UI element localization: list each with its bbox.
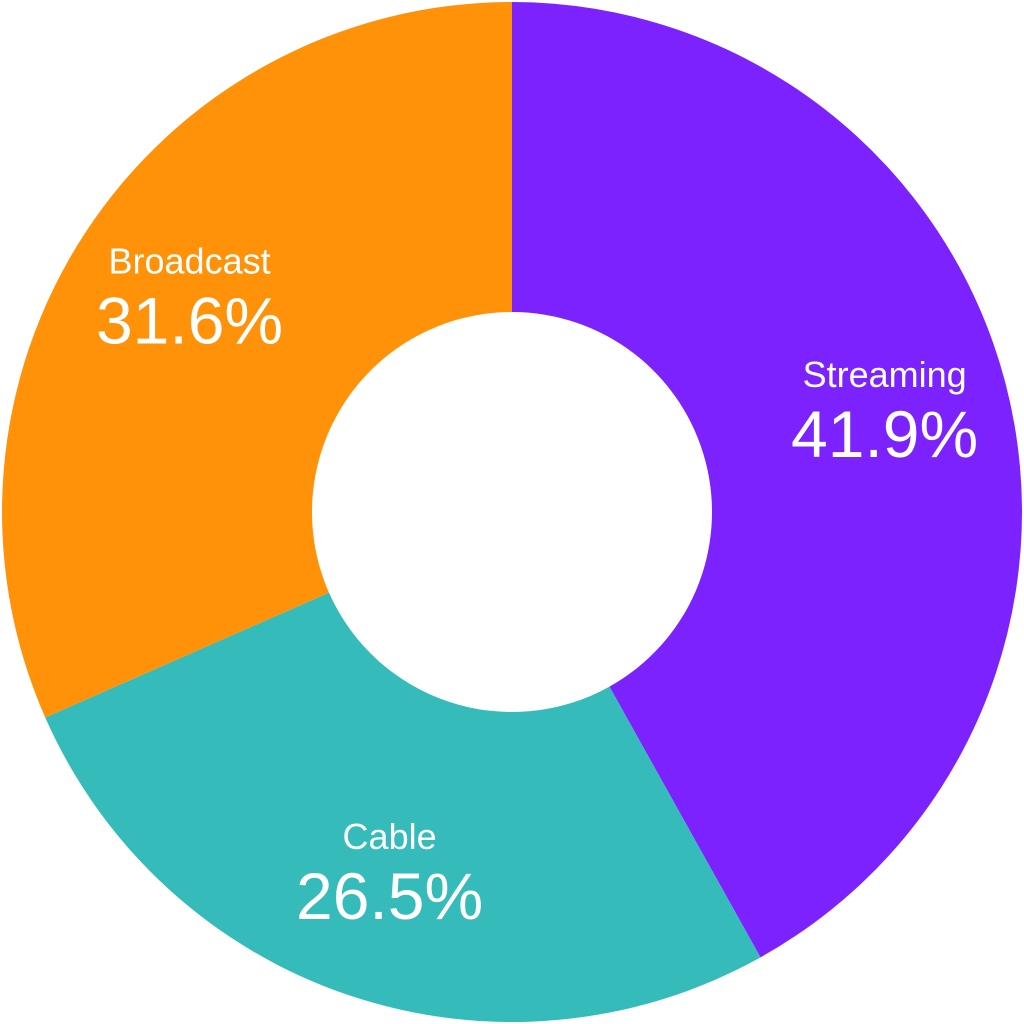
slice-cable xyxy=(45,592,761,1022)
slice-streaming xyxy=(512,2,1023,958)
slice-label-broadcast: Broadcast xyxy=(109,241,271,282)
slice-value-streaming: 41.9% xyxy=(791,397,978,471)
slice-broadcast xyxy=(1,2,512,718)
slice-label-cable: Cable xyxy=(343,816,437,857)
slice-value-cable: 26.5% xyxy=(296,859,483,933)
slice-value-broadcast: 31.6% xyxy=(96,284,283,358)
slice-label-streaming: Streaming xyxy=(803,354,967,395)
